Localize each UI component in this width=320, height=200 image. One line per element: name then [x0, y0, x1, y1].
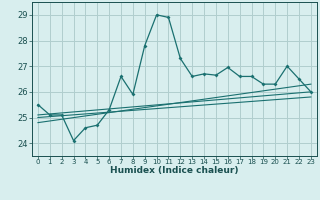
- X-axis label: Humidex (Indice chaleur): Humidex (Indice chaleur): [110, 166, 239, 175]
